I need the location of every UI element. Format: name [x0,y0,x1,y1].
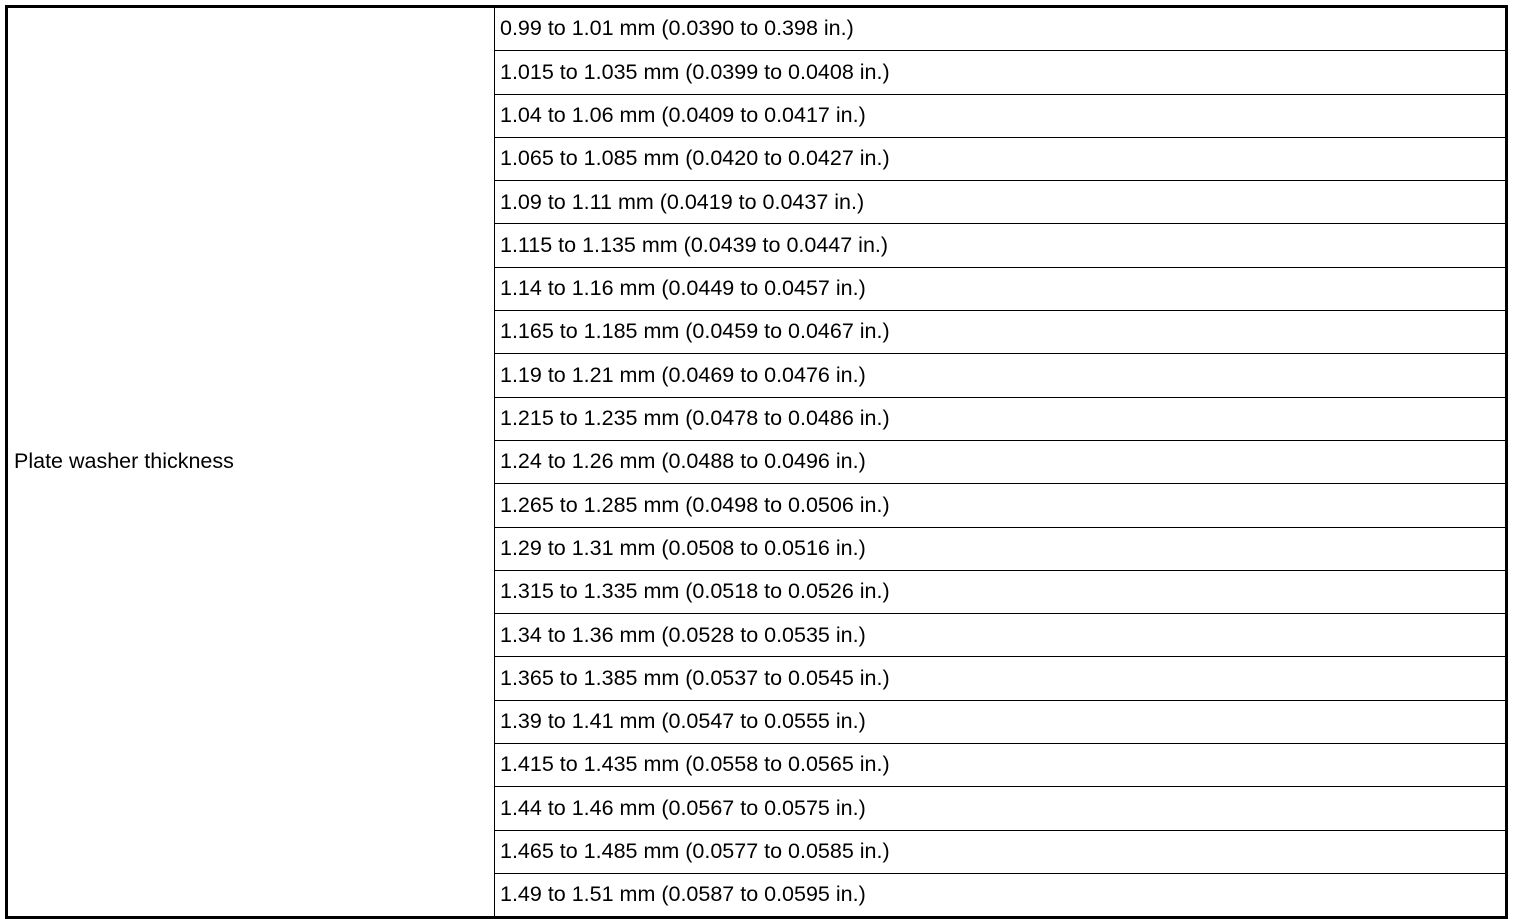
table-row: 1.115 to 1.135 mm (0.0439 to 0.0447 in.) [7,223,1507,268]
table-row: 1.24 to 1.26 mm (0.0488 to 0.0496 in.) [7,439,1507,485]
thickness-value-cell: 1.415 to 1.435 mm (0.0558 to 0.0565 in.) [494,743,1507,788]
table-row: 1.39 to 1.41 mm (0.0547 to 0.0555 in.) [7,699,1507,745]
table-row: 1.265 to 1.285 mm (0.0498 to 0.0506 in.) [7,483,1507,528]
table-row: 1.415 to 1.435 mm (0.0558 to 0.0565 in.) [7,743,1507,788]
table-row: 1.09 to 1.11 mm (0.0419 to 0.0437 in.) [7,180,1507,225]
table-row: 1.34 to 1.36 mm (0.0528 to 0.0535 in.) [7,613,1507,658]
thickness-value-cell: 1.215 to 1.235 mm (0.0478 to 0.0486 in.) [494,396,1507,441]
table-row: 1.14 to 1.16 mm (0.0449 to 0.0457 in.) [7,266,1507,312]
thickness-value-cell: 1.29 to 1.31 mm (0.0508 to 0.0516 in.) [494,526,1507,571]
table-row: 1.315 to 1.335 mm (0.0518 to 0.0526 in.) [7,569,1507,615]
plate-washer-spec-table: Plate washer thickness 0.99 to 1.01 mm (0… [5,5,1508,919]
thickness-value-cell: 1.34 to 1.36 mm (0.0528 to 0.0535 in.) [494,613,1507,658]
thickness-value-cell: 1.315 to 1.335 mm (0.0518 to 0.0526 in.) [494,569,1507,615]
thickness-value-cell: 1.065 to 1.085 mm (0.0420 to 0.0427 in.) [494,136,1507,182]
thickness-value-cell: 1.19 to 1.21 mm (0.0469 to 0.0476 in.) [494,353,1507,398]
table-row: 1.04 to 1.06 mm (0.0409 to 0.0417 in.) [7,93,1507,138]
table-row: 1.015 to 1.035 mm (0.0399 to 0.0408 in.) [7,50,1507,95]
table-row: 1.215 to 1.235 mm (0.0478 to 0.0486 in.) [7,396,1507,441]
table-row: 1.465 to 1.485 mm (0.0577 to 0.0585 in.) [7,829,1507,874]
table-body: Plate washer thickness 0.99 to 1.01 mm (0… [6,5,1507,919]
table-row: 1.165 to 1.185 mm (0.0459 to 0.0467 in.) [7,310,1507,355]
thickness-value-cell: 1.49 to 1.51 mm (0.0587 to 0.0595 in.) [494,872,1507,919]
table-row: 1.19 to 1.21 mm (0.0469 to 0.0476 in.) [7,353,1507,398]
table-row: 1.365 to 1.385 mm (0.0537 to 0.0545 in.) [7,656,1507,701]
thickness-value-cell: 1.24 to 1.26 mm (0.0488 to 0.0496 in.) [494,439,1507,485]
thickness-value-cell: 1.04 to 1.06 mm (0.0409 to 0.0417 in.) [494,93,1507,138]
thickness-value-cell: 1.365 to 1.385 mm (0.0537 to 0.0545 in.) [494,656,1507,701]
table-row: Plate washer thickness 0.99 to 1.01 mm (0… [6,5,1507,919]
thickness-value-cell: 1.14 to 1.16 mm (0.0449 to 0.0457 in.) [494,266,1507,312]
thickness-value-cell: 1.44 to 1.46 mm (0.0567 to 0.0575 in.) [494,786,1507,831]
table-row: 1.29 to 1.31 mm (0.0508 to 0.0516 in.) [7,526,1507,571]
thickness-value-cell: 1.015 to 1.035 mm (0.0399 to 0.0408 in.) [494,50,1507,95]
thickness-value-cell: 0.99 to 1.01 mm (0.0390 to 0.398 in.) [494,5,1507,52]
thickness-value-cell: 1.165 to 1.185 mm (0.0459 to 0.0467 in.) [494,310,1507,355]
row-label-cell: Plate washer thickness [6,5,495,919]
thickness-value-cell: 1.465 to 1.485 mm (0.0577 to 0.0585 in.) [494,829,1507,874]
thickness-value-cell: 1.39 to 1.41 mm (0.0547 to 0.0555 in.) [494,699,1507,745]
thickness-value-cell: 1.265 to 1.285 mm (0.0498 to 0.0506 in.) [494,483,1507,528]
thickness-value-cell: 1.09 to 1.11 mm (0.0419 to 0.0437 in.) [494,180,1507,225]
thickness-value-cell: 1.115 to 1.135 mm (0.0439 to 0.0447 in.) [494,223,1507,268]
